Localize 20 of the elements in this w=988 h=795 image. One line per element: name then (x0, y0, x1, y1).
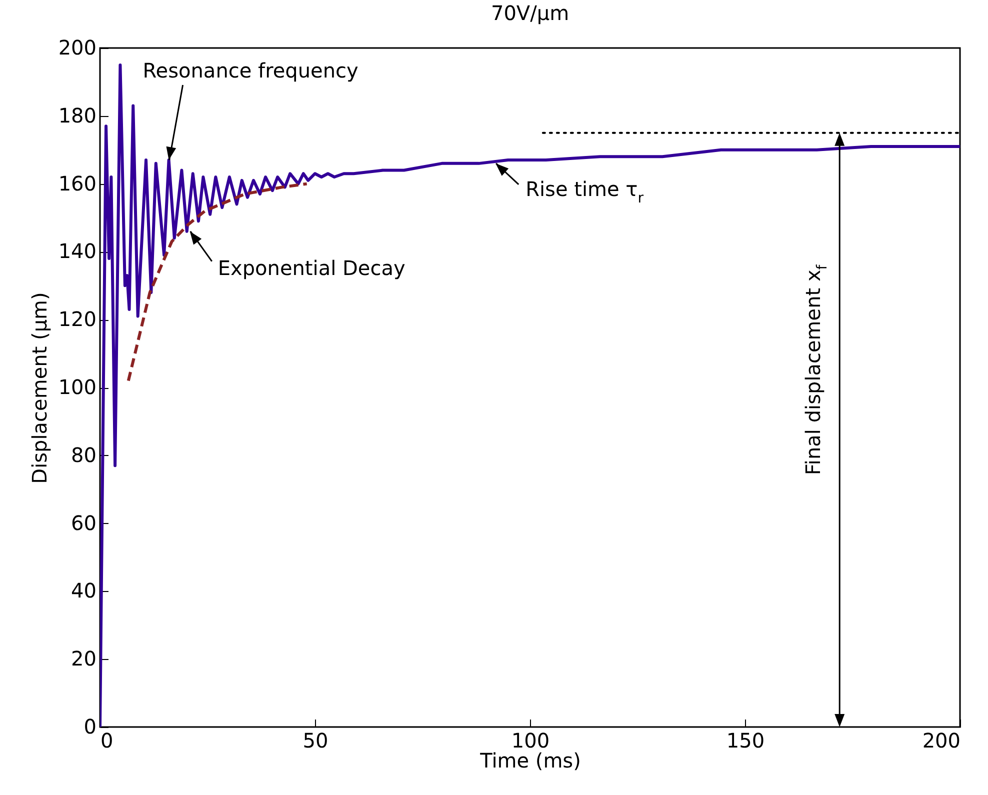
y-tick-label: 60 (71, 510, 96, 535)
y-tick-label: 200 (58, 36, 96, 60)
annotation: Resonance frequency (142, 58, 358, 83)
x-tick-label: 50 (302, 728, 328, 752)
y-tick-label: 120 (58, 307, 96, 332)
x-tick-label: 0 (100, 728, 114, 752)
y-tick-label: 140 (58, 239, 96, 264)
y-tick-label: 20 (71, 646, 96, 671)
y-tick-label: 100 (58, 375, 96, 399)
chart-title: 70V/µm (490, 1, 570, 25)
x-tick-label: 150 (726, 728, 765, 752)
annotation: Rise time τ$_{r}$ (526, 176, 644, 206)
y-tick-label: 80 (71, 442, 96, 467)
y-axis-title: Displacement (µm) (27, 292, 52, 484)
y-tick-label: 40 (71, 578, 96, 603)
annotation: Exponential Decay (218, 256, 406, 280)
y-tick-label: 160 (58, 171, 96, 196)
line-series (100, 63, 960, 727)
y-tick-label: 180 (58, 103, 96, 128)
x-tick-label: 200 (922, 728, 960, 752)
